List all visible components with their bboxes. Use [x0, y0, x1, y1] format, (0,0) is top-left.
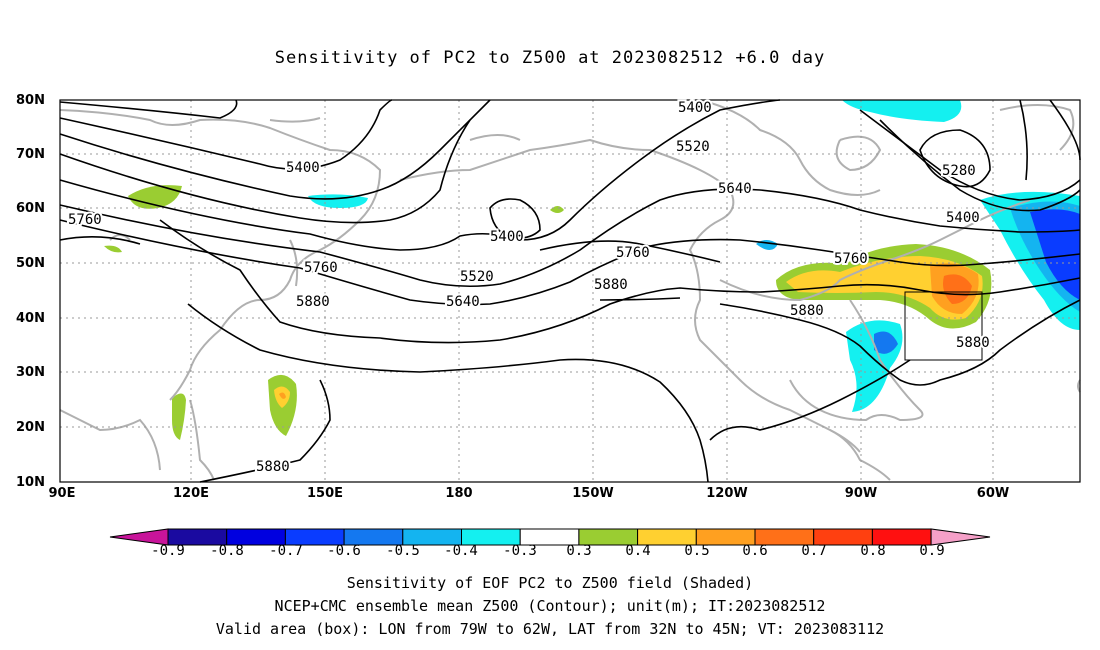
colorbar-label: -0.3 [503, 543, 537, 559]
valid-area-box [904, 291, 983, 361]
lat-label: 80N [16, 93, 45, 108]
colorbar-label: 0.9 [919, 543, 945, 559]
colorbar-label: -0.5 [386, 543, 420, 559]
shade-green-patch [128, 185, 182, 209]
contour-labels: 5400 5400 5400 5520 5520 5640 5640 5760 … [66, 98, 992, 477]
colorbar-right-arrow [930, 528, 991, 546]
lon-label: 90E [48, 486, 76, 501]
lon-label: 150E [306, 486, 344, 501]
contour-label: 5760 [834, 251, 868, 267]
contour-label: 5760 [616, 245, 650, 261]
colorbar-label: 0.5 [684, 543, 710, 559]
lat-label: 40N [16, 311, 45, 326]
lat-label: 30N [16, 365, 45, 380]
colorbar-label: 0.6 [742, 543, 768, 559]
colorbar-label: 0.7 [801, 543, 827, 559]
colorbar-label: -0.6 [327, 543, 361, 559]
shade-blue-patch [874, 331, 898, 354]
colorbar-label: -0.8 [210, 543, 244, 559]
contour-label: 5520 [460, 269, 494, 285]
contour-label: 5880 [256, 459, 290, 475]
caption-line: Sensitivity of EOF PC2 to Z500 field (Sh… [346, 574, 754, 592]
shade-cyan-patch [842, 100, 962, 122]
contour-label: 5640 [718, 181, 752, 197]
lon-label: 90W [844, 486, 878, 501]
map-frame [59, 99, 1081, 483]
z500-contours [59, 99, 1081, 483]
map-title: Sensitivity of PC2 to Z500 at 2023082512… [274, 48, 826, 68]
lon-label: 120W [706, 486, 748, 501]
lat-label: 60N [16, 201, 45, 216]
caption-line: Valid area (box): LON from 79W to 62W, L… [215, 620, 885, 638]
contour-label: 5880 [594, 277, 628, 293]
contour-label: 5520 [676, 139, 710, 155]
colorbar-label: -0.4 [444, 543, 478, 559]
lat-label: 10N [16, 475, 45, 490]
contour-label: 5880 [790, 303, 824, 319]
lat-label: 20N [16, 420, 45, 435]
shade-green-patch [550, 206, 564, 213]
contour-label: 5400 [286, 160, 320, 176]
contour-label: 5400 [490, 229, 524, 245]
colorbar-label: -0.9 [151, 543, 185, 559]
caption-line: NCEP+CMC ensemble mean Z500 (Contour); u… [274, 597, 826, 615]
contour-label: 5760 [304, 260, 338, 276]
contour-label: 5640 [446, 294, 480, 310]
shade-cyan-patch [308, 194, 368, 208]
lon-label: 180 [445, 486, 473, 501]
lat-label: 70N [16, 147, 45, 162]
contour-label: 5880 [956, 335, 990, 351]
contour-label: 5760 [68, 212, 102, 228]
colorbar [109, 528, 991, 546]
shade-red-patch [943, 274, 972, 304]
gridlines [60, 100, 1080, 482]
colorbar-label: 0.4 [625, 543, 651, 559]
shade-green-patch [172, 393, 186, 440]
contour-label: 5280 [942, 163, 976, 179]
lon-label: 120E [172, 486, 210, 501]
colorbar-label: 0.8 [860, 543, 886, 559]
colorbar-label: -0.7 [269, 543, 303, 559]
shade-green-patch [104, 245, 122, 253]
lat-label: 50N [16, 256, 45, 271]
lon-label: 60W [976, 486, 1010, 501]
contour-label: 5400 [946, 210, 980, 226]
contour-label: 5880 [296, 294, 330, 310]
contour-label: 5400 [678, 100, 712, 116]
colorbar-label: 0.3 [566, 543, 592, 559]
shade-orange-patch [279, 392, 286, 399]
lon-label: 150W [572, 486, 614, 501]
